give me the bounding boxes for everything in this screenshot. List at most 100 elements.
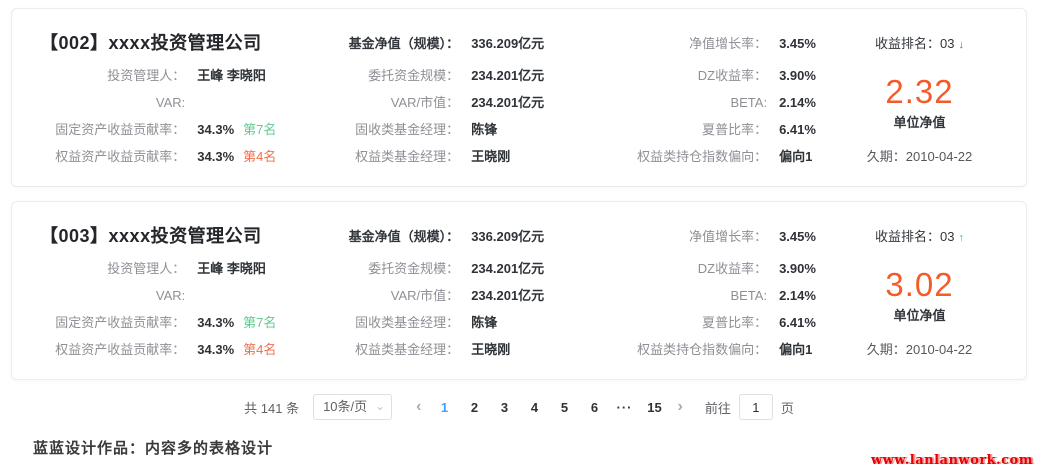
prev-page-button[interactable]: ‹ [416, 398, 422, 415]
field-value: 34.3% 第4名 [185, 336, 313, 363]
field-label: 委托资金规模： [368, 68, 460, 83]
field-row: BETA: 2.14% [575, 89, 837, 116]
unit-net-value-label: 单位净值 [893, 308, 946, 323]
next-page-button[interactable]: › [677, 398, 683, 415]
rank-badge: 第4名 [243, 342, 277, 357]
goto-page-input[interactable] [738, 394, 773, 420]
field-row: 委托资金规模： 234.201亿元 [313, 62, 575, 89]
page-number-4[interactable]: 4 [530, 399, 539, 415]
field-value: 234.201亿元 [471, 261, 545, 276]
field-row: 权益资产收益贡献率： 34.3% 第4名 [32, 143, 313, 170]
rank-badge: 第7名 [243, 315, 277, 330]
field-value-text: 34.3% [197, 315, 235, 330]
field-value-text: 34.3% [197, 122, 235, 137]
field-value: 偏向1 [779, 342, 813, 357]
field-label: 夏普比率： [702, 315, 768, 330]
profit-rank-label: 收益排名：03 [875, 229, 955, 244]
field-value: 陈锋 [471, 315, 498, 330]
field-value: 336.209亿元 [471, 229, 545, 244]
field-value: 偏向1 [779, 149, 813, 164]
rank-badge: 第4名 [243, 149, 277, 164]
page-number-2[interactable]: 2 [470, 399, 479, 415]
field-value: 34.3% 第4名 [185, 143, 313, 170]
card-title: 【002】xxxx投资管理公司 [40, 33, 262, 53]
page-number-3[interactable]: 3 [500, 399, 509, 415]
unit-net-value-label: 单位净值 [893, 115, 946, 130]
field-value [185, 282, 313, 309]
field-label: 权益类持仓指数偏向： [637, 342, 768, 357]
field-value: 336.209亿元 [471, 36, 545, 51]
field-row: 投资管理人： 王峰 李晓阳 [32, 62, 313, 89]
field-row: 净值增长率： 3.45% [575, 218, 837, 255]
field-value: 6.41% [779, 315, 816, 330]
rank-badge: 第7名 [243, 122, 277, 137]
field-row: VAR: [32, 282, 313, 309]
field-row: 权益资产收益贡献率： 34.3% 第4名 [32, 336, 313, 363]
field-value: 王峰 李晓阳 [197, 68, 266, 83]
field-label: 固定资产收益贡献率： [55, 315, 186, 330]
page-size-select[interactable]: 10条/页 ⌄ [313, 394, 393, 420]
field-value: 3.90% [779, 261, 816, 276]
card-basic-column: 【002】xxxx投资管理公司 投资管理人： 王峰 李晓阳 VAR: 固定资产收… [32, 25, 313, 170]
unit-net-value: 2.32 [885, 73, 954, 110]
field-label: VAR/市值： [390, 288, 460, 303]
profit-rank-label: 收益排名：03 [875, 36, 955, 51]
card-ratio-column: 净值增长率： 3.45% DZ收益率： 3.90% BETA: 2.14% 夏普… [575, 25, 837, 170]
field-value: 234.201亿元 [471, 68, 545, 83]
watermark-text: www.lanlanwork.com [870, 453, 1033, 468]
goto-label: 前往 [704, 400, 731, 416]
field-row: DZ收益率： 3.90% [575, 62, 837, 89]
field-value: 陈锋 [471, 122, 498, 137]
field-row: 委托资金规模： 234.201亿元 [313, 255, 575, 282]
profit-rank: 收益排名：03 ↑ [875, 218, 964, 255]
field-value: 王晓刚 [471, 342, 511, 357]
total-count-label: 共 141 条 [244, 400, 300, 416]
page-size-value: 10条/页 [323, 399, 368, 414]
field-row: BETA: 2.14% [575, 282, 837, 309]
fund-card-003: 【003】xxxx投资管理公司 投资管理人： 王峰 李晓阳 VAR: 固定资产收… [11, 201, 1027, 380]
field-label: 投资管理人： [107, 68, 186, 83]
duration-label: 久期：2010-04-22 [866, 149, 973, 164]
page-number-5[interactable]: 5 [560, 399, 569, 415]
field-label: BETA: [730, 95, 768, 110]
field-label: 夏普比率： [702, 122, 768, 137]
field-row: 净值增长率： 3.45% [575, 25, 837, 62]
field-label: 固收类基金经理： [355, 122, 460, 137]
card-title: 【003】xxxx投资管理公司 [40, 226, 262, 246]
page-ellipsis[interactable]: ··· [616, 399, 633, 415]
field-label: 权益资产收益贡献率： [55, 342, 186, 357]
card-scale-column: 基金净值（规模）： 336.209亿元 委托资金规模： 234.201亿元 VA… [313, 25, 575, 170]
field-row: 固收类基金经理： 陈锋 [313, 309, 575, 336]
field-value: 3.45% [779, 36, 816, 51]
field-value: 2.14% [779, 95, 816, 110]
field-value-text: 34.3% [197, 149, 235, 164]
field-label: 净值增长率： [689, 36, 768, 51]
field-row-header: 基金净值（规模）： 336.209亿元 [313, 25, 575, 62]
duration-label: 久期：2010-04-22 [866, 342, 973, 357]
field-label: 基金净值（规模）： [348, 229, 460, 244]
field-label: 权益资产收益贡献率： [55, 149, 186, 164]
field-label: DZ收益率： [697, 68, 768, 83]
field-label: 权益类基金经理： [355, 149, 460, 164]
field-value [185, 89, 313, 116]
card-ratio-column: 净值增长率： 3.45% DZ收益率： 3.90% BETA: 2.14% 夏普… [575, 218, 837, 363]
page-number-1[interactable]: 1 [440, 399, 449, 415]
card-basic-column: 【003】xxxx投资管理公司 投资管理人： 王峰 李晓阳 VAR: 固定资产收… [32, 218, 313, 363]
field-value: 3.90% [779, 68, 816, 83]
field-value: 王峰 李晓阳 [197, 261, 266, 276]
field-row: VAR: [32, 89, 313, 116]
field-label: 基金净值（规模）： [348, 36, 460, 51]
page-number-6[interactable]: 6 [590, 399, 599, 415]
field-row: 权益类持仓指数偏向： 偏向1 [575, 336, 837, 363]
field-row: 夏普比率： 6.41% [575, 116, 837, 143]
chevron-down-icon: ⌄ [375, 399, 386, 413]
field-row: DZ收益率： 3.90% [575, 255, 837, 282]
trend-down-icon: ↓ [958, 39, 965, 51]
page-number-15[interactable]: 15 [647, 399, 662, 415]
field-label: VAR: [155, 288, 186, 303]
field-row: VAR/市值： 234.201亿元 [313, 282, 575, 309]
field-label: 权益类基金经理： [355, 342, 460, 357]
field-row: 固收类基金经理： 陈锋 [313, 116, 575, 143]
field-row: 固定资产收益贡献率： 34.3% 第7名 [32, 116, 313, 143]
